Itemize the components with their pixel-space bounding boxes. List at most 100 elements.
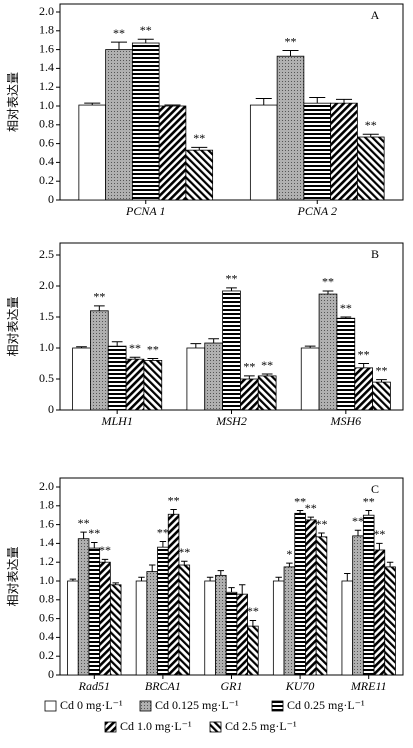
bar — [373, 549, 386, 676]
bar — [77, 538, 90, 676]
bar — [72, 347, 91, 411]
y-tick-label: 2.0 — [39, 479, 54, 493]
significance-label: ** — [363, 494, 375, 508]
y-tick-label: 0.2 — [39, 648, 54, 662]
bar — [330, 102, 358, 201]
error-bar — [322, 290, 334, 295]
error-bar — [208, 338, 220, 344]
y-tick-label: 1.6 — [39, 41, 54, 55]
x-tick-label: KU70 — [285, 679, 315, 693]
bar — [276, 55, 305, 201]
error-bar — [170, 509, 177, 515]
significance-label: ** — [261, 358, 273, 372]
x-tick-label: MSH2 — [215, 414, 247, 428]
error-bar — [243, 375, 255, 379]
y-tick-label: 0 — [48, 402, 54, 416]
bar — [336, 317, 356, 411]
x-tick-label: MRE11 — [350, 679, 387, 693]
bar — [90, 310, 109, 411]
error-bar — [255, 97, 272, 106]
y-tick-label: 0 — [48, 667, 54, 681]
y-tick-label: 1.0 — [39, 573, 54, 587]
bar — [215, 574, 227, 676]
y-tick-label: 1.6 — [39, 516, 54, 530]
x-tick-label: Rad51 — [78, 679, 110, 693]
bar — [372, 381, 391, 411]
y-tick-label: 0 — [48, 192, 54, 206]
significance-label: ** — [305, 501, 317, 515]
error-bar — [112, 582, 119, 585]
error-bar — [362, 133, 379, 138]
error-bar — [138, 576, 145, 581]
y-tick-label: 0.8 — [39, 117, 54, 131]
y-tick-label: 1.8 — [39, 498, 54, 512]
bar — [125, 358, 145, 411]
bar — [240, 378, 259, 411]
y-tick-label: 1.2 — [39, 554, 54, 568]
y-tick-label: 0.6 — [39, 610, 54, 624]
bar — [341, 580, 354, 676]
significance-label: ** — [147, 342, 159, 356]
bar — [257, 375, 277, 411]
error-bar — [376, 542, 383, 550]
significance-label: ** — [178, 545, 190, 559]
bar — [222, 290, 241, 411]
y-tick-label: 2.0 — [39, 4, 54, 18]
legend-swatch — [271, 700, 284, 712]
error-bar — [282, 50, 299, 57]
bar — [109, 584, 122, 676]
error-bar — [110, 41, 128, 50]
legend-label: Cd 2.5 mg·L⁻¹ — [225, 719, 297, 733]
significance-label: ** — [284, 34, 296, 48]
legend-label: Cd 1.0 mg·L⁻¹ — [120, 719, 192, 733]
error-bar — [286, 562, 293, 567]
significance-label: ** — [365, 118, 377, 132]
bar — [99, 561, 111, 676]
plot-frame — [59, 3, 404, 201]
panel-label: C — [371, 482, 379, 496]
error-bar — [226, 287, 237, 291]
significance-label: ** — [129, 341, 141, 355]
error-bar — [159, 541, 167, 548]
error-bar — [137, 38, 154, 44]
x-tick-label: MSH6 — [329, 414, 361, 428]
x-tick-label: BRCA1 — [145, 679, 181, 693]
legend-label: Cd 0 mg·L⁻¹ — [60, 698, 123, 712]
bar — [67, 580, 79, 676]
bar — [352, 535, 364, 676]
y-tick-label: 1.4 — [39, 535, 54, 549]
y-tick-label: 2.0 — [39, 278, 54, 292]
y-tick-label: 1.4 — [39, 60, 54, 74]
error-bar — [147, 358, 159, 361]
bar — [300, 347, 320, 411]
significance-label: ** — [193, 131, 205, 145]
significance-label: ** — [247, 604, 259, 618]
legend-swatch — [139, 700, 152, 712]
error-bar — [296, 510, 304, 514]
error-bar — [307, 516, 315, 520]
bar — [204, 580, 216, 676]
bar — [247, 625, 259, 676]
error-bar — [190, 343, 202, 348]
significance-label: ** — [358, 347, 370, 361]
legend-label: Cd 0.25 mg·L⁻¹ — [287, 698, 365, 712]
significance-label: ** — [373, 527, 385, 541]
significance-label: ** — [376, 363, 388, 377]
error-bar — [228, 587, 235, 593]
error-bar — [309, 97, 326, 104]
error-bar — [304, 345, 316, 348]
error-bar — [344, 572, 351, 581]
y-tick-label: 0.4 — [39, 629, 54, 643]
y-axis-label: 相对表达量 — [6, 546, 20, 606]
bar — [294, 512, 306, 676]
x-tick-label: GR1 — [221, 679, 243, 693]
legend-swatch — [209, 721, 222, 733]
significance-label: ** — [226, 272, 238, 286]
error-bar — [91, 541, 98, 549]
y-tick-label: 0.2 — [39, 173, 54, 187]
y-tick-label: 1.5 — [39, 309, 54, 323]
significance-label: ** — [316, 517, 328, 531]
bar — [167, 513, 180, 676]
y-tick-label: 2.5 — [39, 247, 54, 261]
bar — [178, 564, 191, 676]
